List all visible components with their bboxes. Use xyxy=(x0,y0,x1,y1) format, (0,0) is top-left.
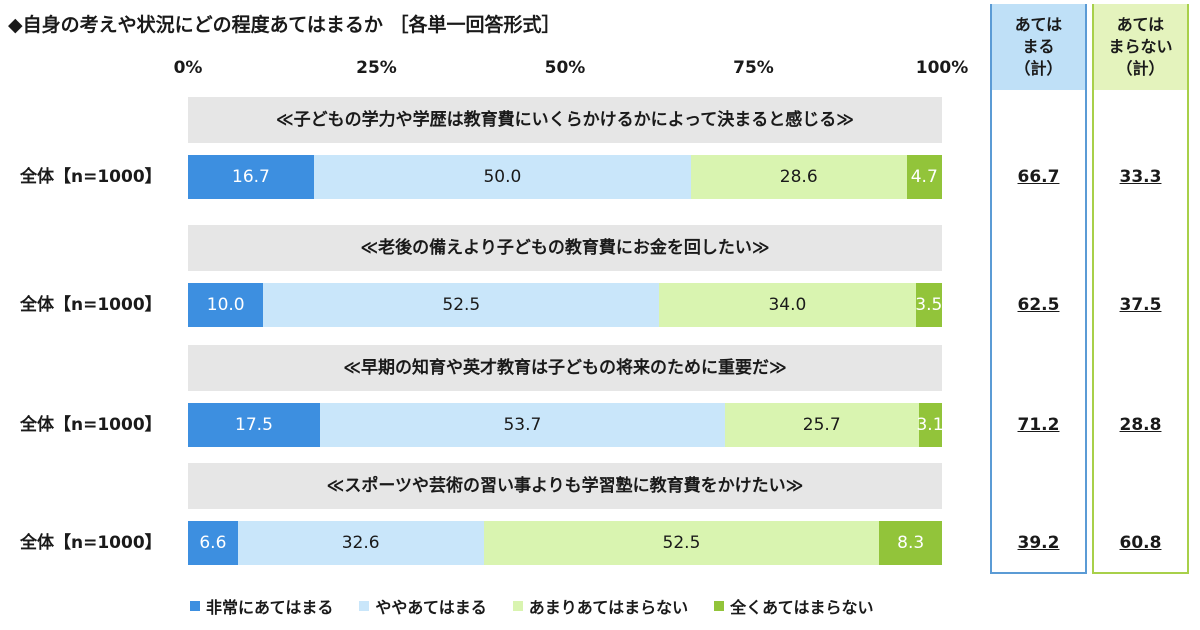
x-tick-label: 25% xyxy=(356,58,397,78)
bar-segment-somewhat xyxy=(237,521,484,565)
data-label: 10.0 xyxy=(206,295,245,315)
legend-swatch xyxy=(512,601,523,611)
bar-segment-somewhat xyxy=(313,155,691,199)
applies-total-column xyxy=(990,4,1087,574)
question-band: ≪早期の知育や英才教育は子どもの将来のために重要だ≫ xyxy=(188,345,942,391)
chart-title: ◆自身の考えや状況にどの程度あてはまるか ［各単一回答形式］ xyxy=(8,14,561,36)
row-label: 全体【n=1000】 xyxy=(20,533,162,553)
bar-segment-not-at-all xyxy=(915,283,942,327)
data-label: 34.0 xyxy=(768,295,807,315)
legend-label: あまりあてはまらない xyxy=(528,598,689,617)
bar-segment-not-at-all xyxy=(918,403,942,447)
data-label: 16.7 xyxy=(232,167,270,187)
bar-segment-very xyxy=(188,283,264,327)
bar-segment-somewhat xyxy=(319,403,725,447)
data-label: 32.6 xyxy=(341,533,380,553)
bar-segment-not-much xyxy=(483,521,880,565)
data-label: 52.5 xyxy=(662,533,701,553)
row-label: 全体【n=1000】 xyxy=(20,415,162,435)
bar-segment-very xyxy=(188,403,320,447)
x-tick-label: 0% xyxy=(173,58,203,78)
applies-total-value: 71.2 xyxy=(1017,415,1060,435)
applies-total-value: 66.7 xyxy=(1017,167,1060,187)
legend-swatch xyxy=(190,601,200,611)
data-label: 53.7 xyxy=(503,415,542,435)
legend-item-not-at-all: 全くあてはまらない xyxy=(714,594,874,618)
not-applies-total-column xyxy=(1092,4,1189,574)
not-applies-total-value: 60.8 xyxy=(1119,533,1162,553)
bar-segment-very xyxy=(188,155,314,199)
legend-item-very: 非常にあてはまる xyxy=(190,594,333,618)
applies-total-value: 62.5 xyxy=(1017,295,1060,315)
question-band: ≪老後の備えより子どもの教育費にお金を回したい≫ xyxy=(188,225,942,271)
x-tick-label: 50% xyxy=(544,58,586,78)
legend-item-not-much: あまりあてはまらない xyxy=(512,594,689,618)
stacked-bar: 17.5 53.7 25.7 3.1 xyxy=(188,403,944,447)
data-label: 3.5 xyxy=(915,295,943,315)
legend-item-somewhat: ややあてはまる xyxy=(359,594,487,618)
bar-segment-not-much xyxy=(724,403,919,447)
legend-swatch xyxy=(359,601,370,611)
bar-segment-very xyxy=(188,521,238,565)
applies-total-header: あては まる （計） xyxy=(992,4,1085,90)
bar-segment-somewhat xyxy=(263,283,660,327)
data-label: 17.5 xyxy=(235,415,273,435)
legend-swatch xyxy=(714,601,725,611)
data-label: 4.7 xyxy=(910,167,938,187)
stacked-bar: 10.0 52.5 34.0 3.5 xyxy=(188,283,942,327)
stacked-bar: 6.6 32.6 52.5 8.3 xyxy=(188,521,942,565)
row-label: 全体【n=1000】 xyxy=(20,167,162,187)
data-label: 8.3 xyxy=(897,533,925,553)
data-label: 3.1 xyxy=(916,415,944,435)
data-label: 6.6 xyxy=(199,533,227,553)
not-applies-total-value: 37.5 xyxy=(1119,295,1162,315)
bar-segment-not-at-all xyxy=(879,521,942,565)
legend-label: ややあてはまる xyxy=(375,598,487,617)
data-label: 50.0 xyxy=(483,167,522,187)
legend-label: 全くあてはまらない xyxy=(730,598,874,617)
bar-segment-not-much xyxy=(659,283,916,327)
data-label: 52.5 xyxy=(442,295,481,315)
data-label: 25.7 xyxy=(802,415,841,435)
x-tick-label: 100% xyxy=(915,58,969,78)
legend: 非常にあてはまる ややあてはまる あまりあてはまらない 全くあてはまらない xyxy=(190,594,900,618)
not-applies-total-header: あては まらない （計） xyxy=(1094,4,1187,90)
not-applies-total-value: 28.8 xyxy=(1119,415,1162,435)
legend-label: 非常にあてはまる xyxy=(206,598,334,617)
data-label: 28.6 xyxy=(779,167,818,187)
question-band: ≪スポーツや芸術の習い事よりも学習塾に教育費をかけたい≫ xyxy=(188,463,942,509)
bar-segment-not-much xyxy=(690,155,907,199)
row-label: 全体【n=1000】 xyxy=(20,295,162,315)
applies-total-value: 39.2 xyxy=(1017,533,1060,553)
x-tick-label: 75% xyxy=(733,58,774,78)
not-applies-total-value: 33.3 xyxy=(1119,167,1162,187)
bar-segment-not-at-all xyxy=(906,155,942,199)
question-band: ≪子どもの学力や学歴は教育費にいくらかけるかによって決まると感じる≫ xyxy=(188,97,942,143)
stacked-bar: 16.7 50.0 28.6 4.7 xyxy=(188,155,942,199)
